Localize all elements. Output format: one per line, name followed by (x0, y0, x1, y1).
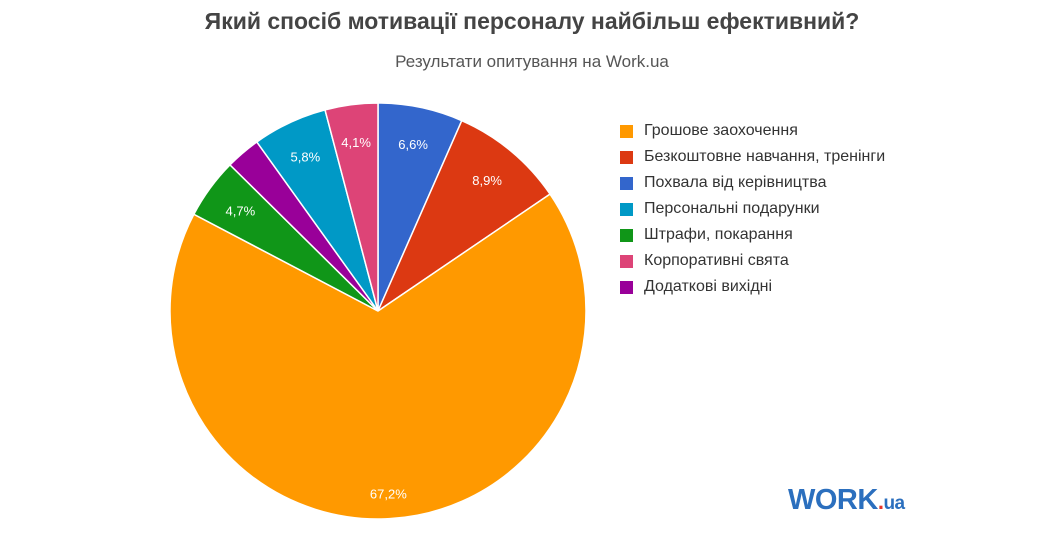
legend-label-3: Персональні подарунки (644, 200, 820, 217)
slice-value-label-1: 8,9% (472, 173, 502, 188)
legend-swatch-3 (620, 202, 633, 216)
slice-value-label-2: 6,6% (398, 137, 428, 152)
legend-label-1: Безкоштовне навчання, тренінги (644, 148, 886, 165)
logo-tld-text: ua (883, 493, 905, 514)
slice-value-label-4: 4,7% (226, 203, 256, 218)
slice-value-label-5: 4,1% (341, 135, 371, 150)
legend-item-5: Корпоративні свята (620, 248, 885, 274)
legend-item-3: Персональні подарунки (620, 196, 885, 222)
legend-swatch-4 (620, 228, 633, 242)
legend-swatch-2 (620, 176, 633, 190)
legend-item-1: Безкоштовне навчання, тренінги (620, 144, 885, 170)
legend-swatch-1 (620, 150, 633, 164)
legend-item-0: Грошове заохочення (620, 118, 885, 144)
pie-slice-0 (169, 193, 587, 520)
legend-label-2: Похвала від керівництва (644, 174, 827, 191)
legend-label-6: Додаткові вихідні (644, 278, 773, 295)
pie-slice-1 (376, 119, 552, 314)
logo-dot: . (877, 489, 884, 514)
legend-swatch-5 (620, 254, 633, 268)
chart-legend: Грошове заохочення Безкоштовне навчання, … (620, 118, 885, 300)
legend-label-0: Грошове заохочення (644, 122, 798, 139)
work-ua-logo: WORK.ua (788, 486, 905, 515)
chart-title: Який спосіб мотивації персоналу найбільш… (204, 8, 860, 34)
pie-slice-5 (324, 102, 379, 312)
legend-label-5: Корпоративні свята (644, 252, 789, 269)
legend-swatch-0 (620, 124, 633, 138)
slice-value-label-3: 5,8% (291, 150, 321, 165)
legend-swatch-6 (620, 280, 633, 294)
legend-item-2: Похвала від керівництва (620, 170, 885, 196)
legend-item-6: Додаткові вихідні (620, 274, 885, 300)
legend-item-4: Штрафи, покарання (620, 222, 885, 248)
slice-value-label-0: 67,2% (370, 487, 407, 502)
logo-main-text: WORK (788, 484, 878, 516)
legend-label-4: Штрафи, покарання (644, 226, 793, 243)
chart-subtitle: Результати опитування на Work.ua (395, 52, 669, 71)
